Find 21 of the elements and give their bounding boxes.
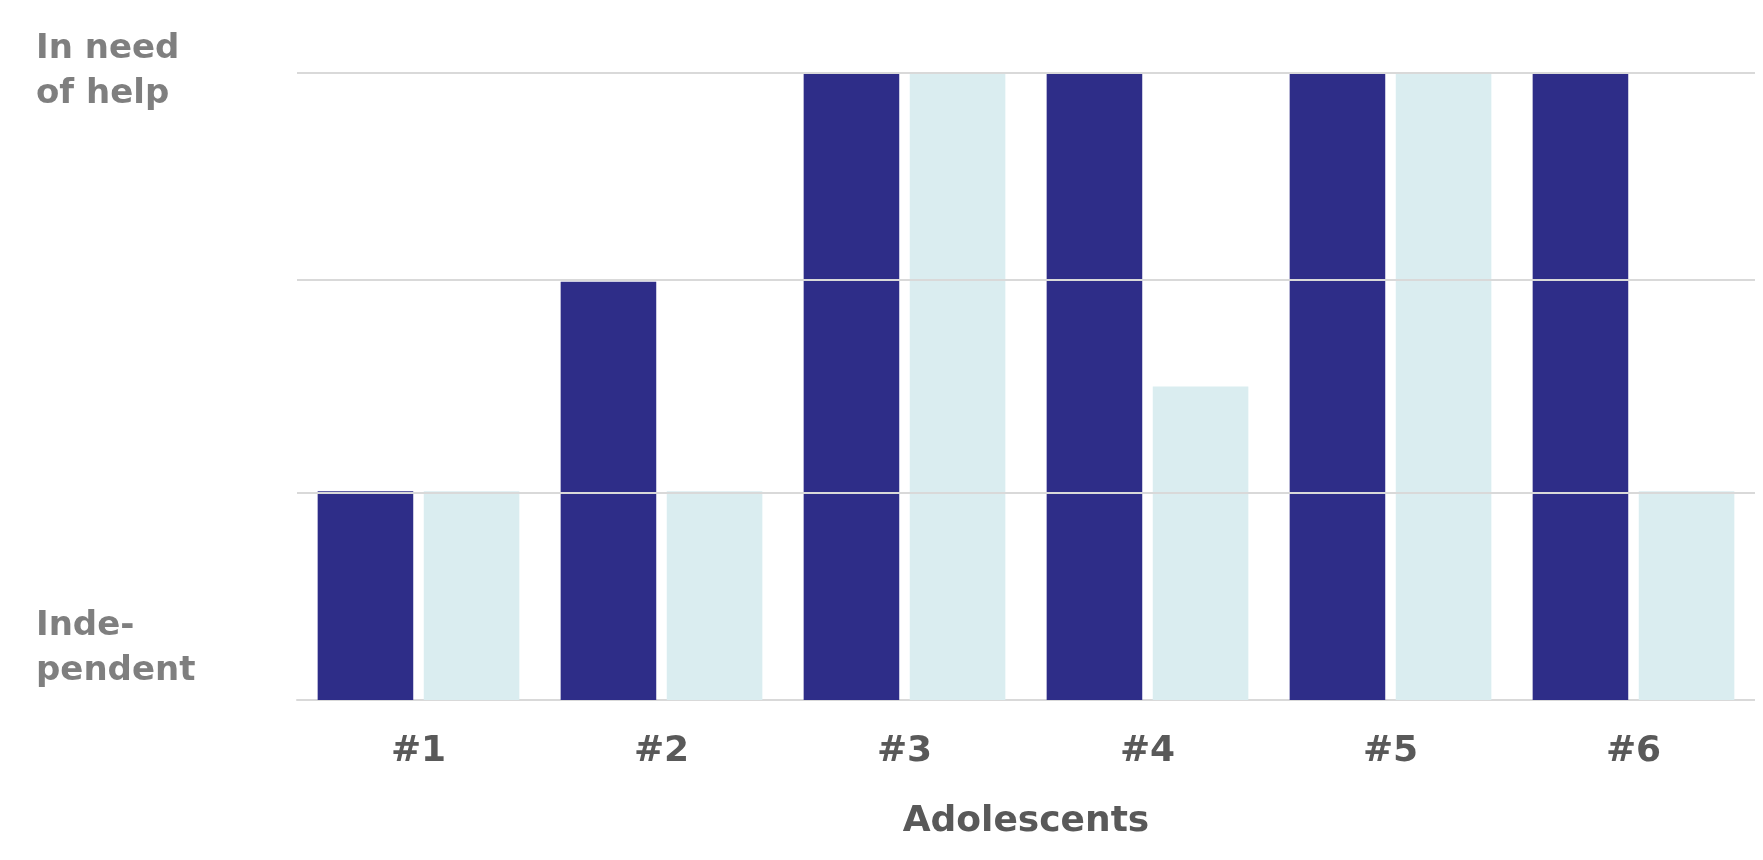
bar bbox=[909, 73, 1006, 700]
x-tick-label: #5 bbox=[1362, 727, 1419, 769]
x-tick-label: #3 bbox=[876, 727, 933, 769]
x-tick-label: #6 bbox=[1605, 727, 1662, 769]
x-tick-label: #2 bbox=[633, 727, 690, 769]
x-tick-label: #1 bbox=[390, 727, 447, 769]
bar bbox=[560, 281, 657, 700]
bar bbox=[1289, 73, 1386, 700]
x-tick-label: #4 bbox=[1119, 727, 1176, 769]
bar bbox=[666, 491, 763, 700]
bar bbox=[1532, 73, 1629, 700]
bar bbox=[317, 491, 414, 700]
bar bbox=[803, 73, 900, 700]
bar bbox=[1638, 491, 1735, 700]
text: Inde- pendent bbox=[36, 602, 196, 688]
bar bbox=[1152, 386, 1249, 700]
x-axis-title: Adolescents bbox=[902, 797, 1150, 839]
bar bbox=[423, 491, 520, 700]
bar bbox=[1046, 73, 1143, 700]
text: In need of help bbox=[36, 25, 180, 111]
bar bbox=[1395, 73, 1492, 700]
